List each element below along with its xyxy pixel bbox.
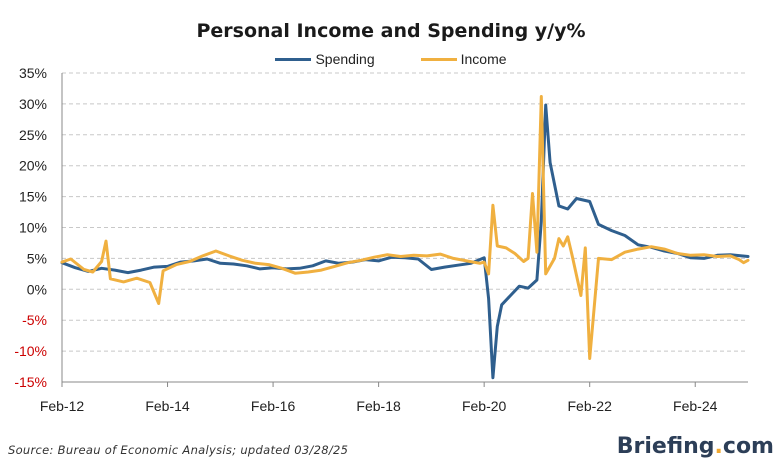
source-note: Source: Bureau of Economic Analysis; upd… [8, 443, 349, 457]
y-tick-label: 35% [19, 65, 47, 81]
y-tick-label: 10% [19, 220, 47, 236]
y-tick-label: -10% [14, 343, 47, 359]
axis-layer: 35% 30% 25% 20% 15% 10% 5% 0% -5% -10% -15% Feb-12 F… [14, 65, 748, 414]
y-tick-label: 5% [27, 250, 47, 266]
x-tick-label: Feb-18 [356, 398, 401, 414]
x-tick-label: Feb-14 [145, 398, 190, 414]
y-tick-label: -5% [22, 312, 47, 328]
legend-item-income: Income [420, 51, 507, 67]
chart-title: Personal Income and Spending y/y% [196, 20, 586, 42]
legend: Spending Income [0, 51, 782, 67]
y-tick-label: 25% [19, 127, 47, 143]
legend-label-spending: Spending [315, 51, 375, 67]
series-layer [60, 95, 750, 380]
x-tick-label: Feb-22 [568, 398, 613, 414]
briefing-logo: Briefing.com [617, 434, 774, 459]
brand-tld: com [722, 434, 774, 459]
x-tick-label: Feb-20 [462, 398, 507, 414]
y-tick-label: 0% [27, 281, 47, 297]
brand-main: Briefing [616, 434, 715, 459]
x-tick-label: Feb-16 [251, 398, 296, 414]
x-tick-label: Feb-24 [673, 398, 718, 414]
series-line-spending [60, 103, 750, 380]
y-tick-label: 30% [19, 96, 47, 112]
legend-swatch-income [420, 57, 457, 61]
brand-dot: . [714, 434, 723, 459]
x-tick-label: Feb-12 [40, 398, 85, 414]
legend-label-income: Income [460, 51, 507, 67]
grid-layer [62, 72, 748, 383]
legend-item-spending: Spending [275, 51, 375, 67]
y-tick-label: 20% [19, 158, 47, 174]
series-line-income [60, 95, 750, 360]
y-tick-label: 15% [19, 189, 47, 205]
y-tick-label: -15% [14, 374, 47, 390]
legend-swatch-spending [275, 57, 312, 61]
